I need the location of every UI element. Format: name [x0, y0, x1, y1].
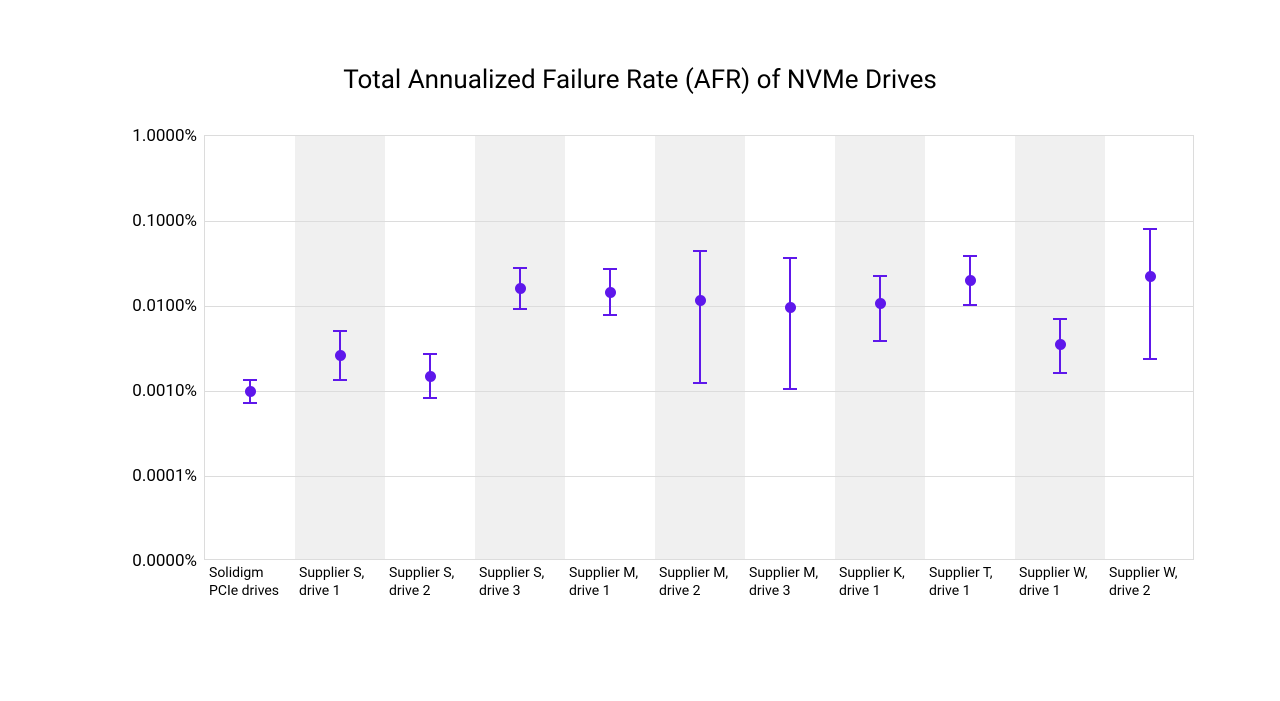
data-dot — [785, 302, 796, 313]
x-tick-label: Supplier S, drive 3 — [479, 565, 561, 600]
x-tick-label: Supplier M, drive 2 — [659, 565, 741, 600]
data-dot — [245, 386, 256, 397]
x-tick-label: Supplier M, drive 3 — [749, 565, 831, 600]
error-cap-bottom — [603, 314, 617, 316]
y-tick-label: 0.0001% — [77, 466, 197, 486]
gridline — [205, 476, 1193, 477]
error-cap-bottom — [783, 388, 797, 390]
chart-title: Total Annualized Failure Rate (AFR) of N… — [0, 65, 1280, 95]
x-tick-label: Solidigm PCIe drives — [209, 565, 291, 600]
error-cap-bottom — [873, 340, 887, 342]
error-cap-top — [333, 330, 347, 332]
error-cap-bottom — [963, 304, 977, 306]
error-cap-bottom — [513, 308, 527, 310]
error-cap-bottom — [1143, 358, 1157, 360]
x-tick-label: Supplier S, drive 1 — [299, 565, 381, 600]
x-tick-label: Supplier W, drive 1 — [1019, 565, 1101, 600]
error-cap-top — [243, 379, 257, 381]
data-dot — [1055, 339, 1066, 350]
error-cap-top — [513, 267, 527, 269]
data-dot — [515, 283, 526, 294]
data-dot — [605, 287, 616, 298]
x-tick-label: Supplier M, drive 1 — [569, 565, 651, 600]
error-cap-bottom — [1053, 372, 1067, 374]
plot-band — [475, 136, 565, 559]
x-tick-label: Supplier T, drive 1 — [929, 565, 1011, 600]
data-dot — [1145, 271, 1156, 282]
x-tick-label: Supplier K, drive 1 — [839, 565, 921, 600]
error-bar — [1149, 228, 1151, 360]
error-cap-top — [693, 250, 707, 252]
y-tick-label: 0.0100% — [77, 296, 197, 316]
error-bar — [699, 250, 701, 384]
error-cap-top — [783, 257, 797, 259]
error-cap-bottom — [243, 402, 257, 404]
x-tick-label: Supplier S, drive 2 — [389, 565, 471, 600]
y-tick-label: 0.1000% — [77, 211, 197, 231]
y-tick-label: 1.0000% — [77, 126, 197, 146]
error-cap-bottom — [423, 397, 437, 399]
x-axis-labels: Solidigm PCIe drivesSupplier S, drive 1S… — [205, 559, 1193, 609]
gridline — [205, 391, 1193, 392]
error-cap-top — [603, 268, 617, 270]
error-cap-bottom — [693, 382, 707, 384]
error-bar — [789, 257, 791, 390]
data-dot — [875, 298, 886, 309]
data-dot — [425, 371, 436, 382]
error-cap-top — [963, 255, 977, 257]
data-dot — [695, 295, 706, 306]
plot-band — [835, 136, 925, 559]
error-cap-top — [1053, 318, 1067, 320]
error-cap-bottom — [333, 379, 347, 381]
plot-area: Solidigm PCIe drivesSupplier S, drive 1S… — [204, 135, 1194, 560]
y-tick-label: 0.0000% — [77, 551, 197, 571]
error-cap-top — [423, 353, 437, 355]
y-tick-label: 0.0010% — [77, 381, 197, 401]
x-tick-label: Supplier W, drive 2 — [1109, 565, 1191, 600]
error-cap-top — [1143, 228, 1157, 230]
data-dot — [965, 275, 976, 286]
afr-chart: Total Annualized Failure Rate (AFR) of N… — [0, 0, 1280, 701]
data-dot — [335, 350, 346, 361]
error-cap-top — [873, 275, 887, 277]
gridline — [205, 221, 1193, 222]
